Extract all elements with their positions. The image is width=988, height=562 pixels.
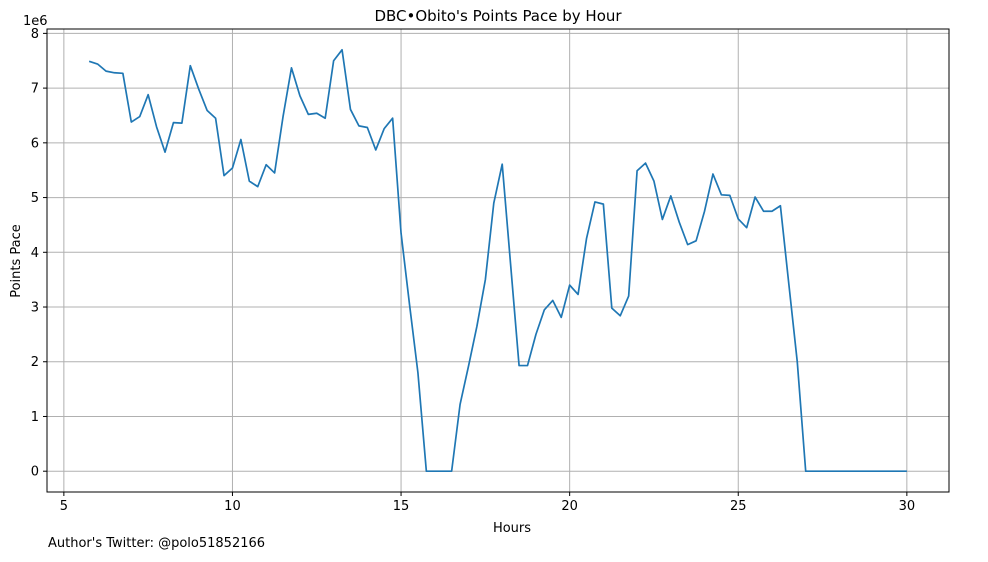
x-axis-label: Hours bbox=[493, 521, 531, 536]
y-tick-label: 2 bbox=[31, 355, 39, 370]
plot-frame bbox=[46, 28, 950, 493]
grid-lines bbox=[47, 29, 949, 492]
y-tick-label: 0 bbox=[31, 465, 39, 480]
y-tick-label: 5 bbox=[31, 191, 39, 206]
author-footer: Author's Twitter: @polo51852166 bbox=[48, 536, 266, 551]
y-ticks: 0 1 2 3 4 5 6 7 8 bbox=[31, 27, 47, 480]
x-tick-label: 15 bbox=[393, 499, 410, 514]
plot-background bbox=[47, 29, 949, 492]
x-tick-label: 10 bbox=[224, 499, 241, 514]
y-tick-label: 8 bbox=[31, 27, 39, 42]
series-layer bbox=[88, 48, 907, 473]
x-tick-label: 30 bbox=[899, 499, 916, 514]
y-axis-label: Points Pace bbox=[9, 224, 24, 298]
y-tick-label: 6 bbox=[31, 136, 39, 151]
y-tick-label: 7 bbox=[31, 82, 39, 97]
x-tick-label: 25 bbox=[730, 499, 747, 514]
y-tick-label: 1 bbox=[31, 410, 39, 425]
x-ticks: 5 10 15 20 25 30 bbox=[60, 492, 915, 514]
x-tick-label: 5 bbox=[60, 499, 68, 514]
y-tick-label: 3 bbox=[31, 301, 39, 316]
chart-title: DBC•Obito's Points Pace by Hour bbox=[374, 7, 622, 25]
y-tick-label: 4 bbox=[31, 246, 39, 261]
series-line bbox=[88, 48, 907, 473]
x-tick-label: 20 bbox=[561, 499, 578, 514]
y-offset-label: 1e6 bbox=[23, 14, 48, 29]
